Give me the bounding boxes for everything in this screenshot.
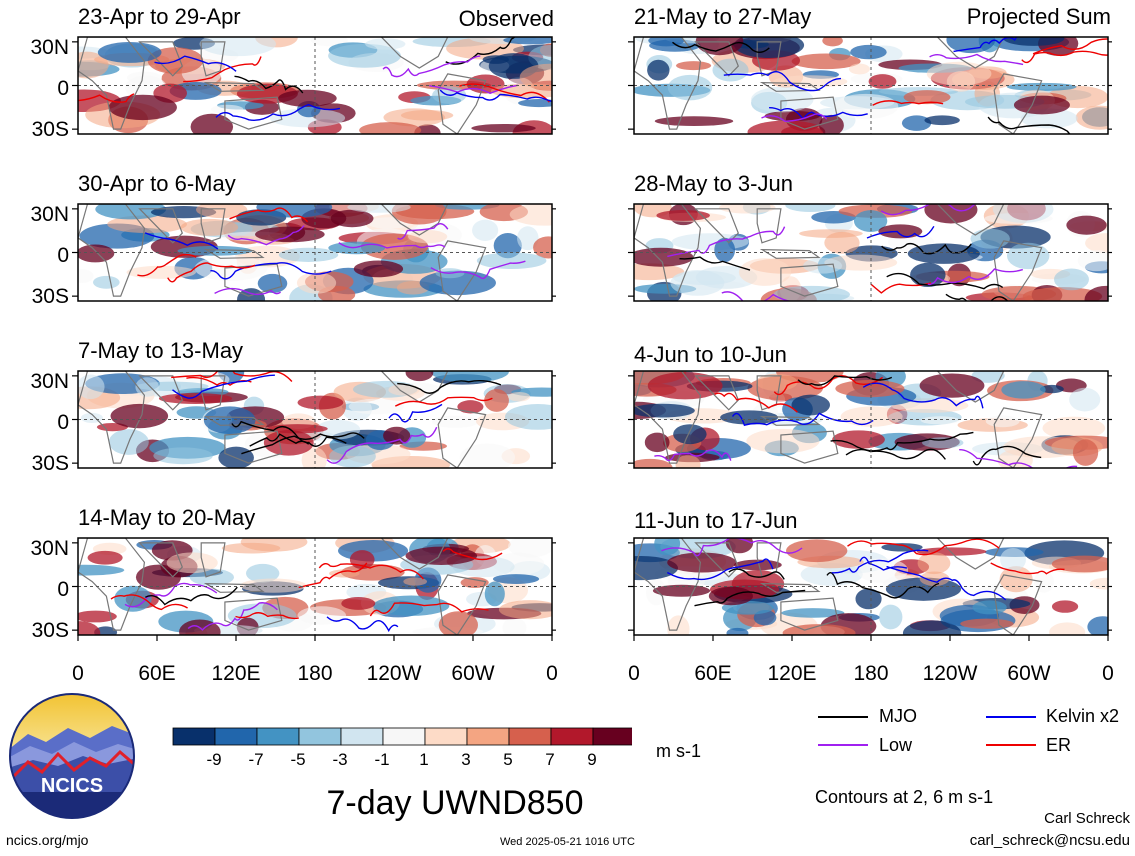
x-tick-label: 0 (628, 662, 640, 685)
x-tick-label: 0 (72, 662, 84, 685)
colorbar-label: -9 (206, 750, 222, 769)
x-tick-label: 120E (767, 662, 817, 685)
colorbar-swatch (550, 727, 594, 746)
colorbar-swatch (508, 727, 552, 746)
x-tick-label: 0 (546, 662, 558, 685)
legend-label-er: ER (1046, 735, 1072, 755)
map-panel (72, 537, 556, 641)
colorbar-swatch (256, 727, 300, 746)
y-tick-label: 30N (30, 537, 69, 560)
colorbar-swatch (382, 727, 426, 746)
colorbar-label: -5 (290, 750, 306, 769)
map-panel (72, 36, 556, 135)
panel-title: 21-May to 27-May (634, 4, 812, 29)
map-panel (72, 203, 556, 302)
y-tick-label: 0 (57, 77, 69, 100)
y-tick-label: 0 (57, 411, 69, 434)
x-tick-label: 180 (297, 662, 333, 685)
footer-url: ncics.org/mjo (6, 832, 89, 848)
x-tick-label: 120W (366, 662, 422, 685)
projected-label: Projected Sum (966, 4, 1111, 29)
colorbar-label: 3 (461, 750, 471, 769)
colorbar-label: 7 (545, 750, 555, 769)
map-panel (628, 36, 1112, 135)
y-tick-label: 30S (31, 118, 69, 141)
x-tick-label: 180 (853, 662, 889, 685)
map-panel (628, 203, 1112, 302)
x-tick-label: 120E (211, 662, 261, 685)
y-tick-label: 30N (30, 36, 69, 59)
map-panel (72, 370, 556, 469)
y-tick-label: 30S (31, 619, 69, 642)
y-tick-label: 0 (57, 244, 69, 267)
x-tick-label: 0 (1102, 662, 1114, 685)
colorbar (172, 727, 632, 746)
colorbar-swatch (172, 727, 216, 746)
colorbar-label: 9 (587, 750, 597, 769)
colorbar-label: -1 (374, 750, 390, 769)
logo-text: NCICS (41, 775, 103, 797)
x-tick-label: 60E (138, 662, 176, 685)
x-tick-label: 60E (694, 662, 732, 685)
x-tick-label: 60W (451, 662, 495, 685)
legend-label-low: Low (879, 735, 913, 755)
y-tick-label: 0 (57, 578, 69, 601)
y-tick-label: 30S (31, 452, 69, 475)
legend-label-mjo: MJO (879, 706, 917, 726)
x-tick-label: 120W (922, 662, 978, 685)
colorbar-label: -3 (332, 750, 348, 769)
panel-title: 4-Jun to 10-Jun (634, 342, 787, 367)
panel-title: 28-May to 3-Jun (634, 171, 793, 196)
y-tick-label: 30S (31, 285, 69, 308)
panel-title: 7-May to 13-May (78, 338, 244, 363)
colorbar-swatch (298, 727, 342, 746)
colorbar-label: 5 (503, 750, 513, 769)
colorbar-swatch (424, 727, 468, 746)
colorbar-swatch (592, 727, 632, 746)
footer-author: Carl Schreck (1044, 810, 1130, 827)
x-tick-label: 60W (1007, 662, 1051, 685)
colorbar-label: 1 (419, 750, 429, 769)
colorbar-label: -7 (248, 750, 264, 769)
panel-title: 11-Jun to 17-Jun (634, 508, 798, 533)
observed-label: Observed (458, 6, 554, 31)
legend-label-kelvin: Kelvin x2 (1046, 706, 1120, 726)
colorbar-swatch (214, 727, 258, 746)
map-panel (628, 370, 1112, 469)
colorbar-swatch (340, 727, 384, 746)
figure-title: 7-day UWND850 (326, 784, 584, 822)
map-panel (628, 537, 1112, 641)
colorbar-units: m s-1 (656, 741, 701, 761)
ncics-logo: NCICS (9, 693, 135, 819)
y-tick-label: 30N (30, 203, 69, 226)
footer-email: carl_schreck@ncsu.edu (969, 832, 1130, 849)
colorbar-swatch (466, 727, 510, 746)
contours-note: Contours at 2, 6 m s-1 (815, 787, 994, 807)
panel-title: 23-Apr to 29-Apr (78, 4, 241, 29)
footer-timestamp: Wed 2025-05-21 1016 UTC (500, 836, 635, 848)
panel-title: 30-Apr to 6-May (78, 171, 236, 196)
y-tick-label: 30N (30, 370, 69, 393)
panel-title: 14-May to 20-May (78, 505, 256, 530)
legend-swatches (818, 716, 1036, 746)
